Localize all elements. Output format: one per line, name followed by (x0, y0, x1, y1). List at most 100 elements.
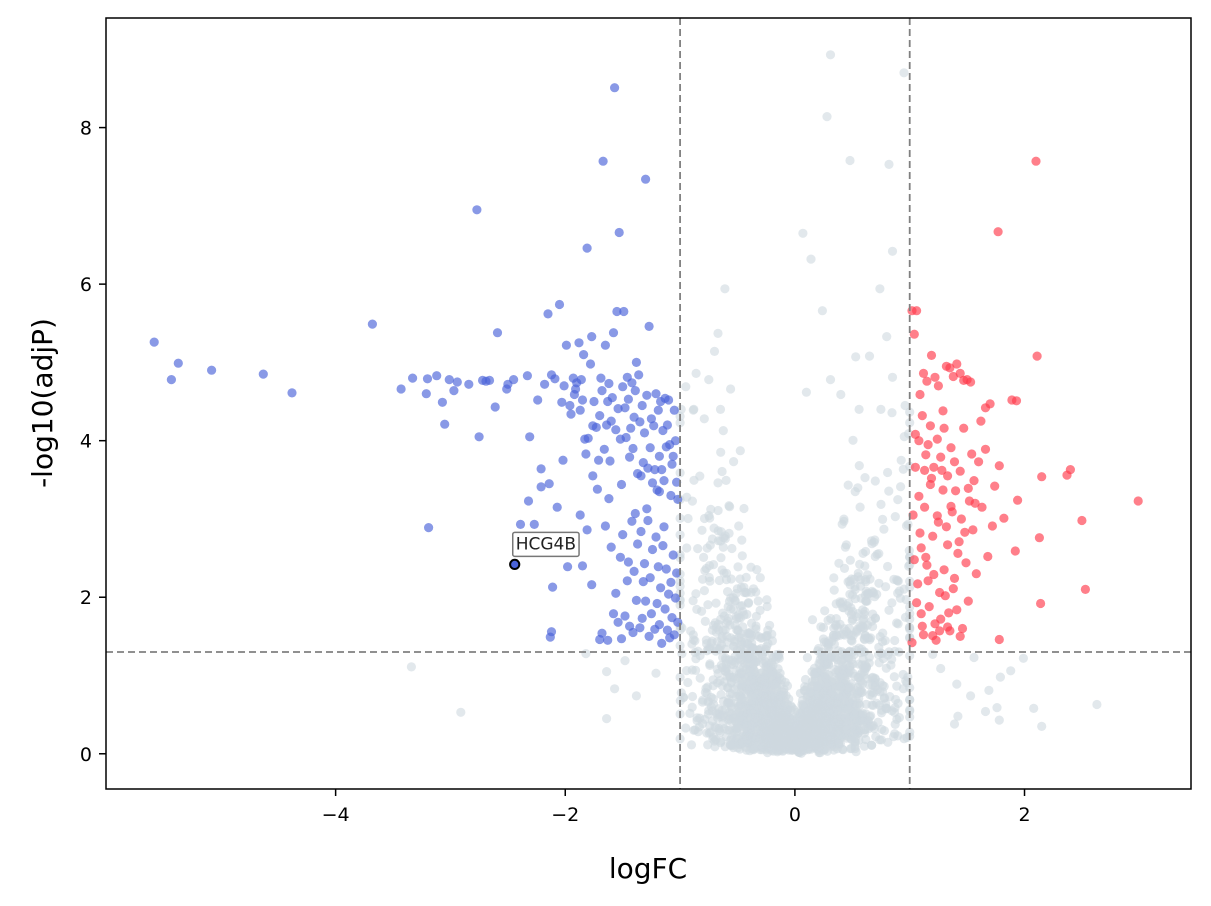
down-point (643, 463, 653, 473)
ns-cloud-point (893, 619, 903, 629)
down-point (669, 630, 679, 640)
ns-cloud-point (724, 670, 734, 680)
up-point (1133, 496, 1143, 506)
ns-cloud-point (734, 521, 744, 531)
ns-cloud-point (721, 475, 731, 485)
ns-cloud-point (763, 738, 774, 749)
up-point (922, 376, 932, 386)
ns-cloud-point (704, 572, 714, 583)
ns-point (899, 68, 909, 78)
ns-cloud-point (717, 565, 727, 575)
ns-cloud-point (706, 504, 716, 514)
down-point (559, 381, 569, 391)
up-point (932, 434, 942, 444)
points-layer (149, 50, 1143, 732)
ns-cloud-point (715, 404, 726, 414)
ns-cloud-point (887, 408, 897, 418)
down-point (449, 386, 459, 396)
up-point (983, 551, 993, 562)
ns-cloud-point (853, 698, 864, 709)
ns-cloud-point (800, 703, 811, 713)
down-point (630, 386, 640, 396)
ns-point (887, 372, 898, 382)
up-point (956, 514, 967, 524)
ns-cloud-point (699, 586, 710, 596)
ns-point (456, 707, 466, 717)
down-point (558, 455, 568, 465)
down-point (627, 378, 637, 388)
ns-cloud-point (682, 543, 692, 553)
ns-cloud-point (901, 595, 911, 605)
down-point (642, 504, 652, 514)
down-point (633, 539, 643, 549)
ns-point (952, 679, 962, 689)
down-point (653, 562, 663, 572)
y-tick-label: 2 (80, 587, 92, 609)
ns-cloud-point (717, 466, 727, 477)
ns-cloud-point (713, 505, 723, 516)
ns-point (406, 662, 416, 672)
ns-cloud-point (771, 698, 781, 708)
ns-point (900, 400, 910, 411)
down-point (408, 373, 418, 383)
ns-point (602, 714, 612, 724)
ns-cloud-point (905, 683, 915, 693)
ns-cloud-point (905, 418, 915, 428)
ns-point (709, 346, 720, 356)
ns-cloud-point (901, 676, 911, 686)
down-point (668, 550, 678, 560)
ns-point (936, 663, 946, 674)
down-point (444, 375, 454, 385)
ns-cloud-point (881, 582, 891, 592)
ns-point (953, 711, 963, 721)
ns-cloud-point (842, 724, 852, 735)
ns-cloud-point (702, 543, 712, 553)
ns-cloud-point (829, 585, 839, 595)
ns-cloud-point (770, 714, 781, 725)
down-point (635, 417, 645, 427)
up-point (923, 440, 933, 450)
ns-cloud-point (802, 653, 813, 663)
y-tick-label: 0 (80, 744, 92, 766)
ns-cloud-point (755, 573, 765, 583)
ns-cloud-point (726, 678, 736, 688)
ns-cloud-point (854, 461, 864, 471)
up-point (948, 584, 958, 594)
ns-cloud-point (716, 553, 726, 563)
down-point (604, 378, 614, 389)
ns-cloud-point (884, 605, 894, 615)
ns-cloud-point (884, 486, 894, 496)
ns-cloud-point (743, 598, 754, 609)
down-point (645, 573, 655, 583)
ns-cloud-point (733, 562, 743, 572)
down-point (659, 522, 669, 532)
up-point (1031, 156, 1041, 166)
ns-cloud-point (687, 691, 698, 702)
down-point (653, 405, 663, 415)
ns-cloud-point (827, 636, 837, 647)
up-point (994, 634, 1004, 645)
ns-cloud-point (786, 725, 796, 735)
axis-ticks: −4 −2 0 2 0 2 4 6 8 (80, 118, 1031, 826)
ns-cloud-point (823, 670, 833, 680)
ns-cloud-point (867, 721, 877, 732)
down-point (618, 530, 628, 540)
ns-cloud-point (708, 694, 718, 704)
ns-cloud-point (715, 676, 725, 686)
down-point (605, 456, 615, 466)
ns-cloud-point (899, 432, 909, 442)
ns-cloud-point (727, 543, 737, 554)
down-point (608, 609, 619, 619)
ns-cloud-point (726, 633, 736, 643)
up-point (985, 399, 995, 409)
ns-cloud-point (736, 629, 746, 639)
down-point (660, 604, 670, 614)
up-point (918, 368, 929, 378)
down-point (587, 580, 597, 590)
ns-cloud-point (855, 502, 865, 512)
y-tick-label: 8 (80, 118, 92, 140)
down-point (622, 576, 632, 586)
x-tick-label: 2 (1018, 804, 1030, 826)
ns-cloud-point (795, 712, 806, 722)
ns-cloud-point (675, 418, 685, 428)
